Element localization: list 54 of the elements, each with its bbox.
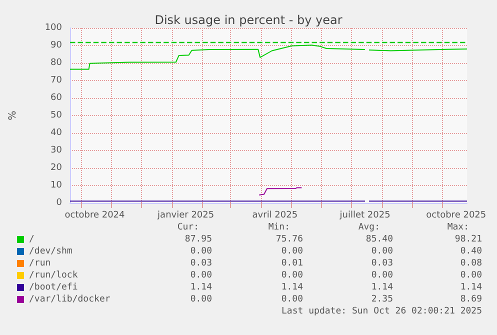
x-tick-label: octobre 2024 (64, 210, 126, 220)
text: 8.69 (460, 294, 482, 304)
legend-label: /boot/efi (29, 282, 78, 292)
text: 0.00 (371, 246, 394, 256)
line-series (258, 187, 302, 196)
text: 2.35 (371, 294, 394, 304)
text: 0.08 (460, 258, 482, 268)
text: Max: (447, 222, 470, 232)
legend-label: / (29, 234, 34, 244)
text: 1.14 (371, 282, 394, 292)
y-tick-label: 70 (50, 76, 62, 86)
x-tick-label: octobre 2025 (426, 210, 486, 220)
chart-title: Disk usage in percent - by year (154, 13, 342, 27)
y-axis-title: % (8, 110, 18, 120)
y-tick-label: 90 (50, 40, 62, 50)
legend-label: /var/lib/docker (29, 294, 111, 304)
text: 85.40 (366, 234, 393, 244)
y-tick-label: 100 (44, 23, 62, 33)
y-tick-label: 0 (56, 198, 62, 208)
text: 0.00 (190, 246, 212, 256)
text: 1.14 (281, 282, 304, 292)
y-tick-label: 10 (50, 180, 62, 190)
y-tick-label: 20 (50, 163, 62, 173)
text: Cur: (177, 222, 200, 232)
text: 87.95 (184, 234, 212, 244)
text: 0.00 (190, 270, 212, 280)
text: 0.00 (281, 246, 304, 256)
legend-label: /run/lock (29, 270, 78, 280)
y-tick-label: 40 (50, 128, 62, 138)
text: 0.00 (281, 294, 304, 304)
text: 0.01 (281, 258, 304, 268)
text: Min: (268, 222, 290, 232)
y-tick-label: 50 (50, 110, 62, 120)
text: 1.14 (190, 282, 212, 292)
text: 0.00 (190, 294, 212, 304)
y-tick-label: 80 (50, 58, 62, 68)
text: 0.00 (281, 270, 304, 280)
text: 0.00 (460, 270, 482, 280)
text: 0.40 (460, 246, 482, 256)
legend-label: /dev/shm (29, 246, 72, 256)
y-tick-label: 30 (50, 146, 62, 156)
x-tick-label: avril 2025 (252, 210, 298, 220)
legend-label: /run (29, 258, 51, 268)
text: 0.00 (371, 270, 394, 280)
text: 98.21 (454, 234, 482, 244)
y-tick-label: 60 (50, 93, 62, 103)
text: 1.14 (460, 282, 482, 292)
text: Last update: Sun Oct 26 02:00:21 2025 (282, 306, 482, 316)
x-tick-label: juillet 2025 (338, 210, 390, 220)
text: 0.03 (190, 258, 212, 268)
text: Avg: (358, 222, 380, 232)
text: 75.76 (276, 234, 303, 244)
text: 0.03 (371, 258, 394, 268)
x-tick-label: janvier 2025 (156, 210, 214, 220)
